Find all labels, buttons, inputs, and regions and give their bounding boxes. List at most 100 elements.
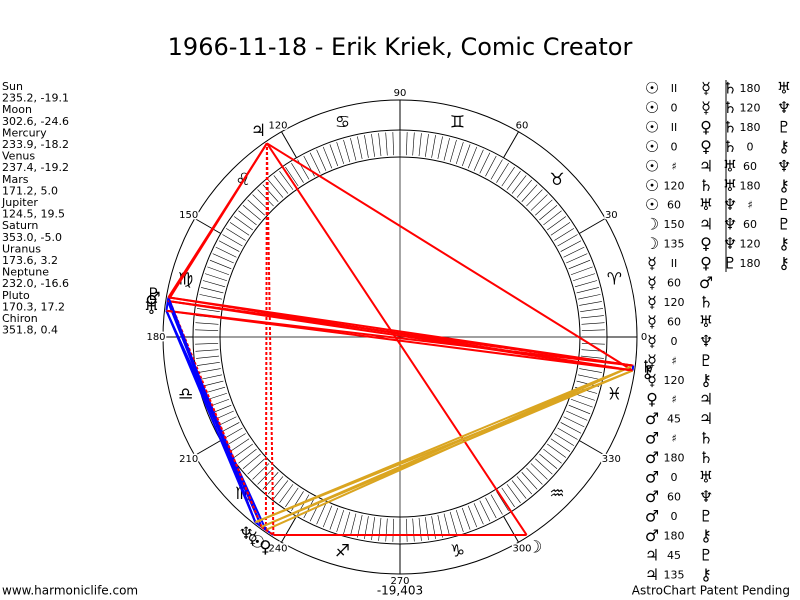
- planet-glyph: ♇: [146, 285, 161, 305]
- footer-site: www.harmoniclife.com: [2, 584, 138, 598]
- degree-tick: [577, 374, 601, 380]
- aspect-glyph: ☉: [645, 98, 659, 117]
- aspect-glyph: ♄: [723, 98, 737, 117]
- degree-tick: [267, 476, 284, 495]
- degree-tick: [285, 166, 299, 187]
- degree-tick: [262, 472, 279, 490]
- aspect-type: 180: [664, 452, 685, 465]
- aspect-glyph: ☉: [645, 195, 659, 214]
- degree-tick: [343, 139, 351, 163]
- sign-divider: [194, 440, 221, 456]
- zodiac-sign: ♐: [335, 541, 350, 561]
- degree-tick: [412, 518, 415, 542]
- degree-label: 180: [146, 332, 165, 343]
- aspect-type: 180: [740, 82, 761, 95]
- degree-label: 240: [268, 543, 287, 554]
- aspect-glyph: ♃: [699, 390, 713, 409]
- aspect-type: 45: [667, 549, 681, 562]
- degree-tick: [485, 497, 497, 519]
- degree-tick: [547, 216, 567, 231]
- aspect-glyph: ♆: [699, 487, 713, 506]
- aspect-glyph: ☿: [647, 273, 657, 292]
- aspect-glyph: ☿: [647, 331, 657, 350]
- degree-tick: [581, 329, 605, 331]
- aspect-glyph: ♂: [699, 273, 713, 292]
- degree-tick: [449, 139, 457, 163]
- aspect-glyph: ♇: [699, 506, 713, 525]
- planet-glyph: ♆: [238, 524, 253, 544]
- aspect-glyph: ⚷: [700, 565, 712, 584]
- degree-tick: [195, 349, 219, 352]
- aspect-glyph: ♅: [699, 468, 713, 487]
- aspect-glyph: ⚷: [700, 370, 712, 389]
- aspect-glyph: ☿: [647, 254, 657, 273]
- degree-tick: [490, 159, 503, 180]
- degree-tick: [204, 273, 228, 282]
- aspect-glyph: ♆: [723, 215, 737, 234]
- aspect-glyph: ☿: [647, 351, 657, 370]
- aspect-type: 60: [743, 218, 757, 231]
- aspect-glyph: ♄: [723, 137, 737, 156]
- degree-tick: [563, 416, 585, 428]
- planet-coords: 351.8, 0.4: [2, 324, 58, 337]
- degree-tick: [560, 422, 582, 434]
- degree-label: 0: [641, 332, 647, 343]
- planet-name: Mars: [2, 173, 29, 186]
- degree-label: 150: [179, 210, 198, 221]
- degree-tick: [357, 136, 363, 160]
- zodiac-sign: ♍: [178, 270, 193, 290]
- degree-tick: [279, 170, 294, 190]
- aspect-glyph: ☿: [647, 312, 657, 331]
- degree-tick: [418, 517, 422, 541]
- aspect-glyph: ♅: [723, 156, 737, 175]
- aspect-glyph: ♂: [645, 487, 659, 506]
- aspect-glyph: ☽: [645, 234, 659, 253]
- aspect-glyph: ⚷: [778, 234, 790, 253]
- aspect-glyph: ♄: [723, 117, 737, 136]
- aspect-line: [254, 369, 633, 524]
- degree-tick: [357, 514, 363, 538]
- aspect-line: [265, 143, 275, 535]
- degree-tick: [563, 246, 585, 258]
- aspect-line: [167, 142, 268, 298]
- aspect-glyph: ♇: [777, 195, 791, 214]
- degree-tick: [570, 398, 593, 408]
- aspect-type: 60: [667, 315, 681, 328]
- degree-tick: [455, 141, 464, 165]
- aspect-type: ♯: [671, 432, 676, 445]
- sign-divider: [503, 131, 519, 158]
- aspect-type: 120: [740, 101, 761, 114]
- degree-label: 210: [179, 454, 198, 465]
- degree-tick: [350, 513, 357, 536]
- planet-coords: 232.0, -16.6: [2, 277, 69, 290]
- degree-tick: [535, 458, 553, 475]
- planet-glyph: ♂: [145, 289, 160, 309]
- degree-tick: [242, 453, 261, 470]
- aspect-glyph: ♃: [645, 545, 659, 564]
- aspect-glyph: ♇: [699, 545, 713, 564]
- aspect-glyph: ♂: [645, 468, 659, 487]
- degree-tick: [257, 467, 274, 485]
- degree-tick: [557, 427, 578, 440]
- degree-tick: [233, 216, 253, 231]
- degree-tick: [530, 463, 548, 480]
- degree-tick: [443, 138, 450, 161]
- degree-tick: [229, 438, 250, 452]
- aspect-glyph: ♅: [723, 176, 737, 195]
- degree-tick: [273, 480, 289, 499]
- degree-tick: [579, 368, 602, 373]
- degree-tick: [195, 329, 219, 331]
- degree-tick: [285, 487, 299, 508]
- degree-label: 300: [512, 543, 531, 554]
- degree-tick: [576, 287, 599, 294]
- planet-coords: 237.4, -19.2: [2, 161, 69, 174]
- degree-tick: [516, 476, 533, 495]
- aspect-glyph: ♃: [699, 156, 713, 175]
- degree-tick: [218, 240, 240, 252]
- aspect-glyph: ♃: [699, 215, 713, 234]
- aspect-line: [261, 369, 633, 528]
- zodiac-sign: ♋: [335, 113, 350, 133]
- degree-tick: [467, 146, 478, 169]
- aspect-line: [165, 310, 257, 523]
- degree-tick: [329, 144, 339, 167]
